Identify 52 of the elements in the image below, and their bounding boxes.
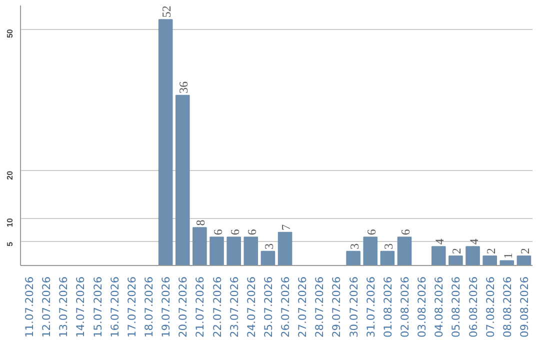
x-tick-label: 22.07.2026 (210, 276, 224, 338)
x-tick-label: 12.07.2026 (40, 276, 54, 338)
x-tick-label: 26.07.2026 (279, 276, 292, 338)
data-label: 7 (279, 224, 294, 230)
data-label: 2 (484, 248, 498, 254)
data-label: 2 (450, 248, 464, 254)
x-tick-label: 07.08.2026 (484, 276, 497, 338)
x-tick-label: 19.07.2026 (160, 276, 173, 338)
data-label: 36 (176, 81, 191, 94)
data-label: 6 (244, 229, 259, 236)
x-tick-label: 11.07.2026 (23, 276, 36, 338)
y-tick-label: 5 (6, 241, 14, 246)
data-label: 3 (347, 243, 362, 250)
x-tick-label: 13.07.2026 (57, 276, 70, 338)
x-tick-label: 21.07.2026 (194, 276, 207, 338)
data-label: 6 (364, 229, 378, 236)
x-tick-label: 03.08.2026 (416, 276, 429, 338)
data-label: 2 (518, 248, 532, 254)
x-tick-label: 08.08.2026 (500, 276, 514, 338)
data-label: 52 (160, 6, 174, 18)
x-tick-label: 18.07.2026 (142, 276, 156, 338)
data-label: 6 (210, 229, 225, 236)
x-tick-label: 27.07.2026 (296, 276, 310, 338)
x-tick-label: 01.08.2026 (381, 276, 394, 338)
x-tick-label: 16.07.2026 (108, 276, 122, 338)
x-tick-label: 25.07.2026 (262, 276, 275, 338)
x-tick-label: 09.08.2026 (518, 276, 531, 338)
data-label: 1 (500, 252, 515, 259)
y-tick-label: 20 (6, 170, 14, 180)
x-tick-label: 02.08.2026 (398, 276, 412, 338)
x-tick-label: 14.07.2026 (74, 276, 88, 338)
data-label: 6 (228, 229, 242, 236)
x-tick-label: 30.07.2026 (347, 276, 360, 338)
x-tick-label: 24.07.2026 (244, 276, 258, 338)
data-label: 8 (194, 220, 208, 226)
data-label: 6 (398, 229, 412, 236)
data-label: 4 (466, 238, 481, 245)
x-tick-label: 28.07.2026 (313, 276, 326, 338)
x-tick-label: 29.07.2026 (330, 276, 344, 338)
x-tick-label: 31.07.2026 (364, 276, 378, 338)
data-label: 4 (432, 238, 447, 245)
x-tick-label: 05.08.2026 (450, 276, 463, 338)
x-tick-label: 06.08.2026 (466, 276, 480, 338)
x-tick-label: 17.07.2026 (125, 276, 138, 338)
x-tick-label: 15.07.2026 (91, 276, 104, 338)
x-tick-label: 20.07.2026 (176, 276, 190, 338)
x-tick-label: 23.07.2026 (228, 276, 241, 338)
y-tick-label: 50 (6, 28, 14, 38)
data-label: 3 (262, 243, 276, 250)
y-tick-label: 10 (6, 218, 14, 228)
data-label: 3 (381, 243, 396, 250)
x-tick-label: 04.08.2026 (432, 276, 446, 338)
